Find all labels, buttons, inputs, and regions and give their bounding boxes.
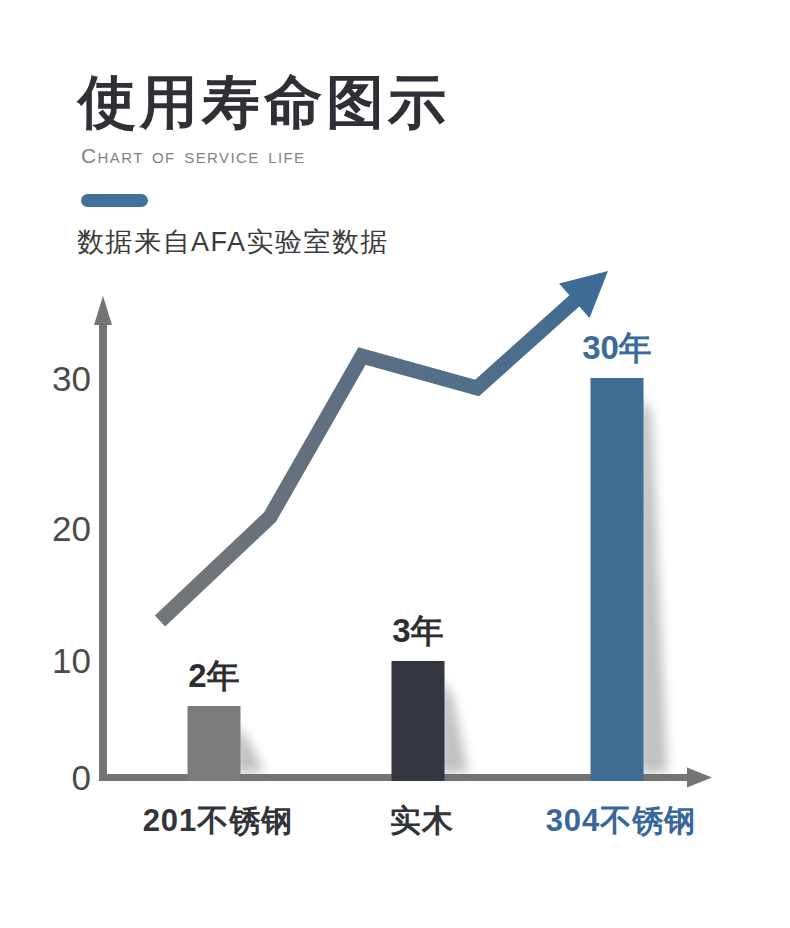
bar-category-label: 实木	[390, 805, 454, 836]
y-tick-label: 20	[52, 511, 91, 546]
trend-line	[160, 294, 582, 621]
bar-category-label: 201不锈钢	[143, 805, 294, 836]
bar-201不锈钢	[188, 706, 241, 781]
bar-304不锈钢	[591, 378, 644, 781]
service-life-chart: 0 10 20 30 2年 3年 30年 201不锈钢 实木 304不锈钢	[0, 0, 790, 928]
y-axis	[99, 322, 107, 781]
infographic-page: 使用寿命图示 CHART OF SERVICE LIFE 数据来自AFA实验室数…	[0, 0, 790, 928]
bar-category-label: 304不锈钢	[546, 805, 697, 836]
bar-实木	[392, 661, 445, 781]
y-axis-arrow-icon	[94, 296, 112, 325]
bar-value-label: 3年	[392, 614, 443, 647]
y-tick-label: 0	[72, 760, 91, 795]
y-tick-label: 30	[52, 361, 91, 396]
bar-value-label: 30年	[582, 331, 652, 364]
bar-value-label: 2年	[188, 659, 239, 692]
chart-canvas	[0, 0, 790, 928]
x-axis-arrow-icon	[687, 768, 712, 788]
y-tick-label: 10	[52, 643, 91, 678]
